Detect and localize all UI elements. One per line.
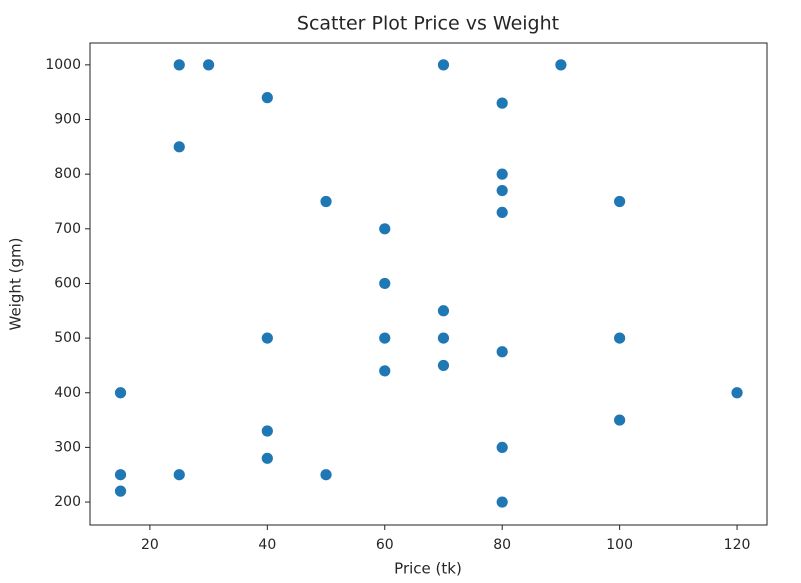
point xyxy=(172,140,186,154)
point xyxy=(260,91,274,105)
plot-frame xyxy=(89,42,768,526)
point xyxy=(495,206,509,219)
point xyxy=(730,386,744,400)
point xyxy=(172,468,186,482)
point xyxy=(495,96,509,110)
x-tick-label: 40 xyxy=(258,537,276,553)
x-tick-label: 80 xyxy=(493,537,511,553)
x-axis-label: Price (tk) xyxy=(394,560,462,578)
y-tick-label: 600 xyxy=(54,275,81,291)
y-tick-label: 200 xyxy=(54,494,81,510)
y-tick-label: 700 xyxy=(54,221,81,237)
point xyxy=(437,359,450,372)
point xyxy=(437,58,450,72)
point xyxy=(260,451,274,465)
point xyxy=(114,484,127,498)
chart-title: Scatter Plot Price vs Weight xyxy=(297,13,559,35)
point xyxy=(495,345,509,359)
point xyxy=(437,331,450,345)
point xyxy=(260,331,274,345)
point xyxy=(378,222,392,236)
point xyxy=(260,424,274,438)
point xyxy=(554,58,568,72)
point xyxy=(613,195,627,208)
y-tick-label: 400 xyxy=(54,385,81,401)
point xyxy=(319,195,333,208)
y-tick-label: 300 xyxy=(54,439,81,455)
y-tick-label: 900 xyxy=(54,112,81,128)
x-tick-label: 60 xyxy=(376,537,394,553)
x-tick-label: 100 xyxy=(606,537,633,553)
x-tick-label: 120 xyxy=(724,537,751,553)
point xyxy=(495,440,509,454)
point xyxy=(319,468,333,482)
point xyxy=(378,331,392,345)
point xyxy=(613,331,627,345)
y-tick-label: 1000 xyxy=(45,57,81,73)
point xyxy=(378,277,392,290)
y-tick-label: 800 xyxy=(54,166,81,182)
point xyxy=(437,304,450,318)
point xyxy=(495,495,509,509)
y-axis-label: Weight (gm) xyxy=(7,238,25,331)
point xyxy=(378,364,392,378)
y-tick-label: 500 xyxy=(54,330,81,346)
point xyxy=(114,386,127,400)
point xyxy=(495,167,509,181)
x-tick-label: 20 xyxy=(141,537,159,553)
point xyxy=(202,58,216,72)
point xyxy=(613,413,627,427)
point xyxy=(114,468,127,482)
point xyxy=(172,58,186,72)
point xyxy=(495,184,509,197)
